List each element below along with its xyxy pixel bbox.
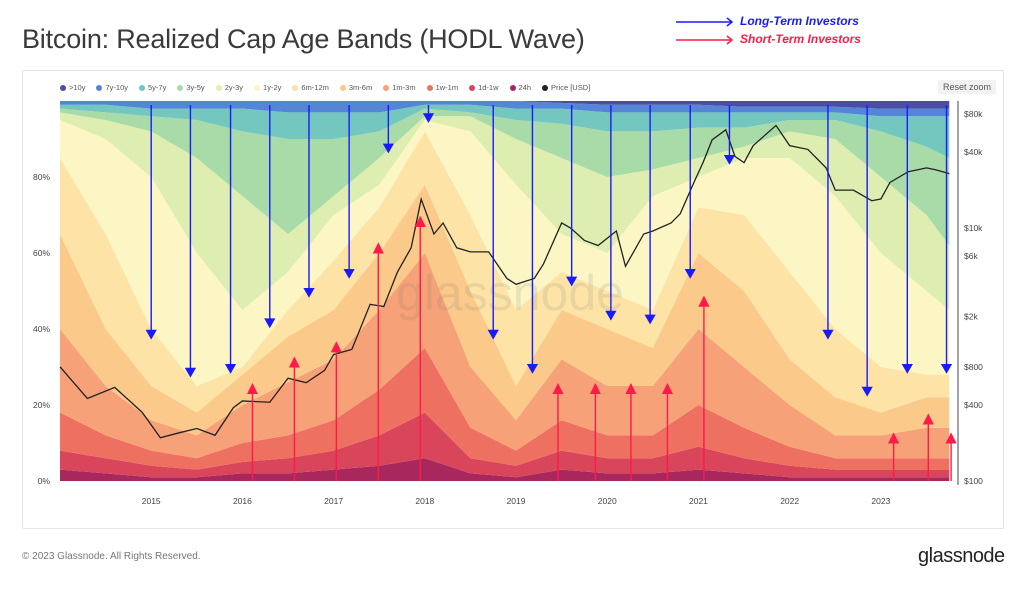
legend-dot-icon bbox=[383, 84, 390, 91]
y2-tick-label: $800 bbox=[964, 362, 983, 372]
y-tick-label: 80% bbox=[33, 172, 50, 182]
legend-item[interactable]: 1w-1m bbox=[426, 83, 459, 92]
legend-item[interactable]: 1d-1w bbox=[469, 83, 499, 92]
x-tick-label: 2023 bbox=[871, 496, 890, 506]
area-band-1y2y bbox=[60, 120, 950, 386]
legend-label: 3m-6m bbox=[348, 83, 373, 92]
x-tick-label: 2021 bbox=[689, 496, 708, 506]
legend-item[interactable]: Price [USD] bbox=[542, 83, 590, 92]
chart-legend: >10y 7y-10y 5y-7y 3y-5y 2y-3y 1y-2y 6m-12m 3m-6… bbox=[60, 83, 590, 92]
y-tick-label: 0% bbox=[38, 476, 51, 486]
legend-item[interactable]: 3m-6m bbox=[339, 83, 373, 92]
legend-label: 5y-7y bbox=[148, 83, 167, 92]
legend-dot-icon bbox=[469, 84, 476, 91]
price-line bbox=[59, 124, 950, 439]
legend-label: 3y-5y bbox=[186, 83, 205, 92]
area-band-3m6m bbox=[60, 184, 950, 436]
legend-item[interactable]: 5y-7y bbox=[139, 83, 166, 92]
page-title: Bitcoin: Realized Cap Age Bands (HODL Wa… bbox=[22, 24, 585, 54]
area-band-1w1m bbox=[60, 348, 950, 470]
legend-dot-icon bbox=[254, 84, 261, 91]
long-term-label: Long-Term Investors bbox=[740, 14, 859, 28]
y-tick-label: 40% bbox=[33, 324, 50, 334]
y2-tick-label: $40k bbox=[964, 147, 983, 157]
arrow-right-icon bbox=[676, 17, 734, 27]
legend-label: 1y-2y bbox=[263, 83, 282, 92]
legend-label: 1w-1m bbox=[435, 83, 459, 92]
legend-dot-icon bbox=[96, 84, 103, 91]
legend-item[interactable]: 1m-3m bbox=[383, 83, 416, 92]
legend-dot-icon bbox=[339, 84, 346, 91]
y-tick-label: 20% bbox=[33, 400, 50, 410]
x-tick-label: 2019 bbox=[507, 496, 526, 506]
legend-label: 7y-10y bbox=[105, 83, 128, 92]
short-term-label: Short-Term Investors bbox=[740, 32, 861, 46]
legend-dot-icon bbox=[215, 84, 222, 91]
area-band-6m12m bbox=[60, 131, 950, 413]
watermark: glassnode bbox=[396, 265, 624, 321]
legend-label: 1m-3m bbox=[392, 83, 416, 92]
x-tick-label: 2022 bbox=[780, 496, 799, 506]
area-band-5y7y bbox=[60, 104, 950, 158]
legend-label: 6m-12m bbox=[301, 83, 329, 92]
legend-label: 24h bbox=[518, 83, 532, 92]
legend-dot-icon bbox=[60, 84, 66, 91]
legend-label: 1d-1w bbox=[478, 83, 499, 92]
y2-tick-label: $400 bbox=[964, 400, 983, 410]
x-tick-label: 2017 bbox=[324, 496, 343, 506]
x-tick-label: 2015 bbox=[142, 496, 161, 506]
arrow-right-icon bbox=[676, 35, 734, 45]
x-tick-label: 2016 bbox=[233, 496, 252, 506]
y2-tick-label: $2k bbox=[964, 312, 978, 322]
area-band-10y bbox=[60, 101, 950, 109]
legend-item[interactable]: >10y bbox=[60, 83, 85, 92]
area-band-24h bbox=[60, 458, 950, 481]
glassnode-logo: glassnode bbox=[918, 545, 1005, 567]
legend-item[interactable]: 1y-2y bbox=[254, 83, 281, 92]
legend-label: Price [USD] bbox=[551, 83, 591, 92]
reset-zoom-button[interactable]: Reset zoom bbox=[938, 80, 997, 94]
legend-label: 2y-3y bbox=[224, 83, 244, 92]
chart-card bbox=[22, 70, 1004, 529]
area-band-3y5y bbox=[60, 108, 950, 246]
legend-item[interactable]: 6m-12m bbox=[292, 83, 329, 92]
area-band-7y10y bbox=[60, 101, 950, 117]
legend-dot-icon bbox=[292, 84, 299, 91]
legend-item[interactable]: 2y-3y bbox=[215, 83, 244, 92]
legend-item[interactable]: 3y-5y bbox=[177, 83, 205, 92]
legend-item[interactable]: 7y-10y bbox=[96, 83, 128, 92]
area-band-1m3m bbox=[60, 253, 950, 459]
y2-tick-label: $80k bbox=[964, 109, 983, 119]
legend-dot-icon bbox=[426, 84, 433, 91]
x-tick-label: 2020 bbox=[598, 496, 617, 506]
legend-dot-icon bbox=[139, 84, 145, 91]
y-tick-label: 60% bbox=[33, 248, 50, 258]
legend-label: >10y bbox=[69, 83, 86, 92]
legend-dot-icon bbox=[177, 84, 184, 91]
y2-tick-label: $100 bbox=[964, 476, 983, 486]
legend-item[interactable]: 24h bbox=[509, 83, 532, 92]
legend-dot-icon bbox=[542, 84, 549, 91]
y2-tick-label: $6k bbox=[964, 251, 978, 261]
y2-tick-label: $10k bbox=[964, 223, 983, 233]
legend-dot-icon bbox=[509, 84, 516, 91]
x-tick-label: 2018 bbox=[415, 496, 434, 506]
area-band-1d1w bbox=[60, 412, 950, 478]
copyright-footer: © 2023 Glassnode. All Rights Reserved. bbox=[22, 551, 201, 562]
